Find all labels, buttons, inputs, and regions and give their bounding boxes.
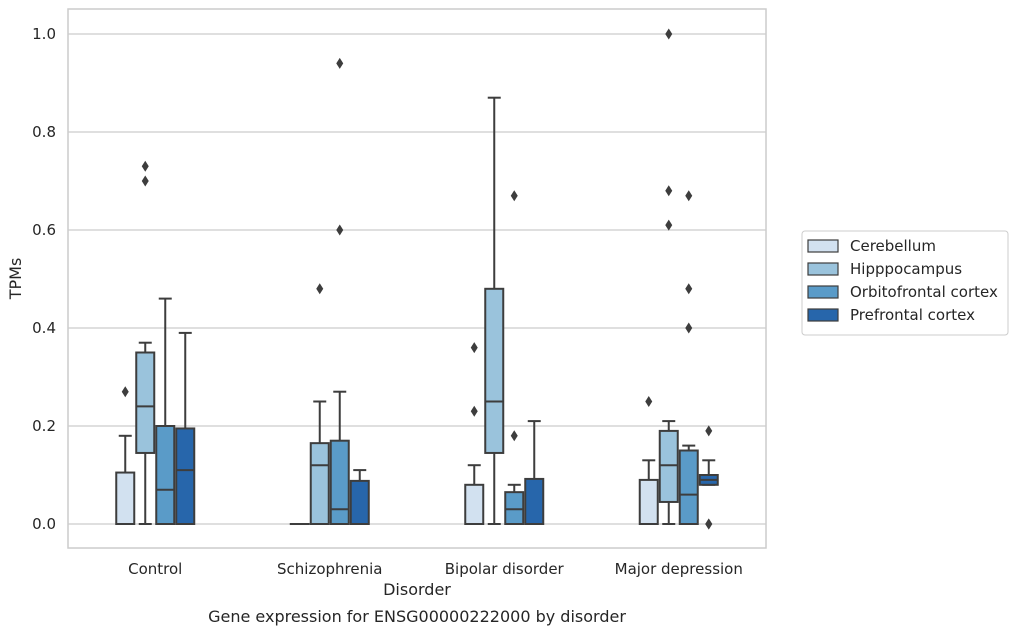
box-iqr	[175, 427, 196, 526]
outlier-point	[685, 190, 693, 202]
box-prefrontal-cortex	[698, 425, 719, 530]
outlier-point	[510, 430, 518, 442]
legend-swatch	[807, 239, 839, 253]
box-hipppocampus	[309, 283, 330, 525]
legend: Cerebellum Hipppocampus Orbitofrontal cort…	[801, 230, 1009, 336]
outlier-point	[336, 224, 344, 236]
box-iqr	[658, 429, 679, 503]
legend-label: Hipppocampus	[850, 260, 962, 278]
x-tick-label: Control	[128, 560, 182, 578]
box-iqr	[464, 483, 485, 525]
box-prefrontal-cortex	[349, 469, 370, 526]
outlier-point	[336, 57, 344, 69]
y-tick-label: 1.0	[32, 25, 56, 43]
box-iqr	[524, 477, 545, 526]
chart-caption: Gene expression for ENSG00000222000 by d…	[208, 607, 626, 626]
box-cerebellum	[638, 396, 659, 525]
box-orbitofrontal-cortex	[504, 190, 525, 525]
box-iqr	[309, 442, 330, 525]
outlier-point	[510, 190, 518, 202]
outlier-point	[685, 283, 693, 295]
y-tick-label: 0.2	[32, 417, 56, 435]
box-orbitofrontal-cortex	[678, 190, 699, 525]
box-cerebellum	[464, 342, 485, 525]
legend-frame	[801, 230, 1009, 336]
box-iqr	[504, 491, 525, 525]
y-tick-label: 0.0	[32, 515, 56, 533]
box-series	[115, 28, 719, 530]
outlier-point	[665, 185, 673, 197]
legend-swatch	[807, 285, 839, 299]
y-axis-label: TPMs	[6, 258, 25, 301]
box-iqr	[329, 439, 350, 526]
x-tick-labels: Control Schizophrenia Bipolar disorder Majo…	[128, 560, 743, 578]
x-tick-label: Major depression	[615, 560, 743, 578]
x-tick-label: Schizophrenia	[277, 560, 382, 578]
box-orbitofrontal-cortex	[329, 57, 350, 526]
box-prefrontal-cortex	[524, 420, 545, 526]
legend-swatch	[807, 262, 839, 276]
box-iqr	[638, 478, 659, 525]
outlier-point	[665, 219, 673, 231]
outlier-point	[645, 396, 653, 407]
plot-frame	[67, 8, 767, 549]
box-orbitofrontal-cortex	[155, 297, 176, 525]
box-iqr	[115, 471, 136, 525]
outlier-point	[470, 342, 478, 354]
box-hipppocampus	[658, 28, 679, 525]
legend-label: Orbitofrontal cortex	[850, 283, 998, 301]
outlier-point	[121, 386, 129, 398]
legend-swatch	[807, 308, 839, 322]
outlier-point	[316, 283, 324, 295]
box-cerebellum	[115, 386, 136, 525]
box-iqr	[484, 287, 505, 454]
box-prefrontal-cortex	[175, 331, 196, 526]
y-tick-label: 0.6	[32, 221, 56, 239]
outlier-point	[141, 175, 149, 187]
box-iqr	[349, 479, 370, 526]
y-tick-label: 0.4	[32, 319, 56, 337]
outlier-point	[665, 28, 673, 40]
box-hipppocampus	[484, 96, 505, 525]
outlier-point	[141, 160, 149, 172]
outlier-point	[705, 518, 713, 530]
legend-label: Prefrontal cortex	[850, 306, 975, 324]
x-tick-label: Bipolar disorder	[445, 560, 565, 578]
x-axis-label: Disorder	[383, 580, 451, 599]
box-iqr	[678, 449, 699, 525]
box-hipppocampus	[135, 160, 156, 525]
legend-label: Cerebellum	[850, 237, 936, 255]
y-tick-labels: 0.0 0.2 0.4 0.6 0.8 1.0	[32, 25, 56, 533]
outlier-point	[470, 405, 478, 417]
y-tick-label: 0.8	[32, 123, 56, 141]
outlier-point	[705, 425, 713, 437]
outlier-point	[685, 322, 693, 334]
box-iqr	[135, 351, 156, 454]
box-iqr	[155, 425, 176, 525]
